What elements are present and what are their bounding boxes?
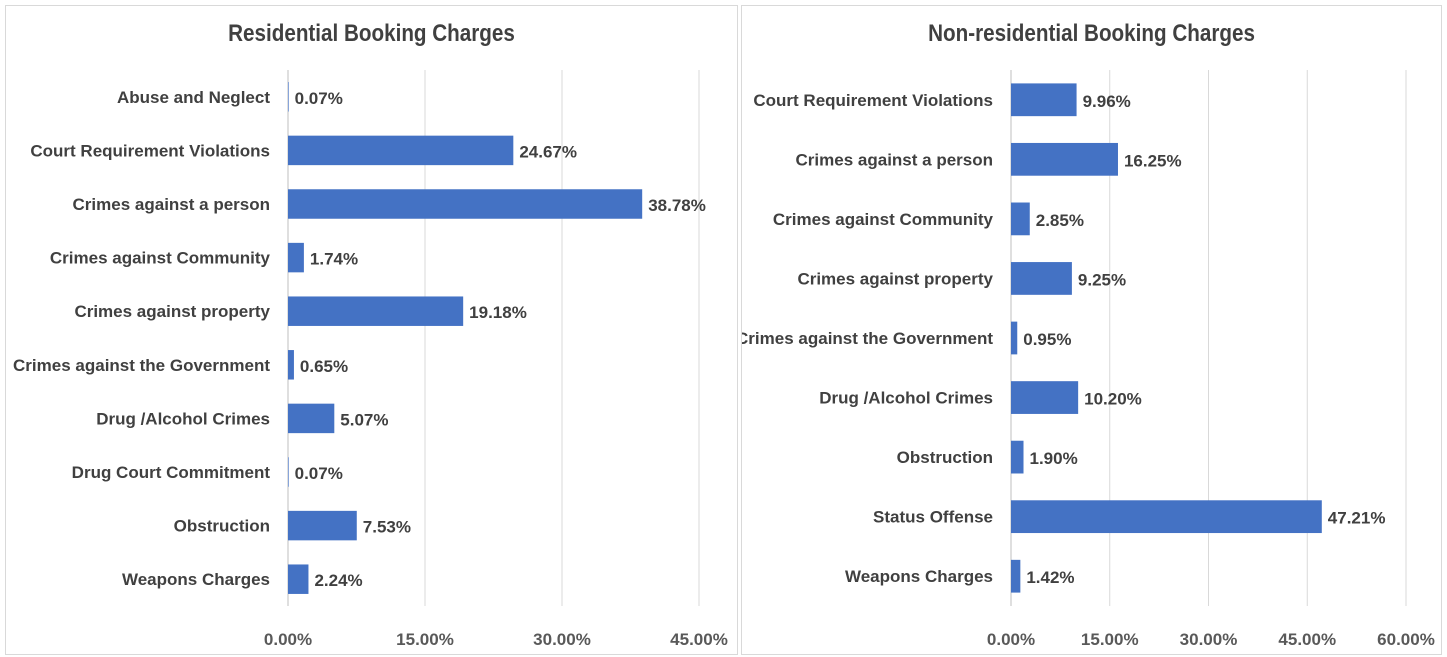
residential-bar-chart: 0.00% 15.00% 30.00% 45.00% Abuse and Neglect… (13, 70, 728, 649)
bar-abuse-and-neglect (288, 82, 289, 112)
bar-crimes-against-property (288, 296, 464, 326)
category-label-abuse-and-neglect: Abuse and Neglect (117, 88, 270, 107)
category-label-weapons-charges: Weapons Charges (122, 570, 270, 589)
bar-drug-alcohol-crimes (288, 403, 335, 434)
residential-chart-panel: Residential Booking Charges 0.00% 15.00% 3… (5, 5, 738, 655)
bar-crimes-against-a-person (1011, 142, 1118, 176)
data-label-drug-alcohol-crimes: 5.07% (340, 410, 388, 429)
category-label-crimes-against-the-government: Crimes against the Government (13, 356, 270, 375)
x-tick-label: 60.00% (1377, 630, 1435, 649)
bar-obstruction (288, 510, 357, 541)
bar-obstruction (1011, 440, 1024, 474)
data-label-crimes-against-the-government: 0.95% (1023, 330, 1071, 349)
category-label-crimes-against-a-person: Crimes against a person (796, 150, 993, 169)
data-label-crimes-against-the-government: 0.65% (300, 357, 348, 376)
x-tick-label: 0.00% (264, 630, 312, 649)
data-label-crimes-against-community: 2.85% (1036, 211, 1084, 230)
category-label-court-requirement-violations: Court Requirement Violations (30, 141, 270, 160)
category-label-obstruction: Obstruction (174, 517, 270, 536)
x-tick-label: 30.00% (533, 630, 591, 649)
category-label-crimes-against-the-government: Crimes against the Government (742, 329, 993, 348)
data-label-crimes-against-a-person: 16.25% (1124, 151, 1182, 170)
data-label-crimes-against-community: 1.74% (310, 250, 358, 269)
bar-status-offense (1011, 500, 1322, 534)
bar-court-requirement-violations (1011, 83, 1077, 117)
category-label-drug-alcohol-crimes: Drug /Alcohol Crimes (819, 389, 993, 408)
data-label-court-requirement-violations: 24.67% (519, 142, 577, 161)
bar-weapons-charges (1011, 559, 1021, 593)
data-label-crimes-against-property: 19.18% (469, 303, 527, 322)
bar-crimes-against-the-government (1011, 321, 1018, 355)
x-tick-label: 30.00% (1180, 630, 1238, 649)
data-label-status-offense: 47.21% (1328, 509, 1386, 528)
data-label-weapons-charges: 2.24% (314, 571, 362, 590)
data-label-obstruction: 1.90% (1030, 449, 1078, 468)
bar-crimes-against-property (1011, 262, 1072, 295)
category-label-status-offense: Status Offense (873, 508, 993, 527)
bar-crimes-against-the-government (288, 350, 294, 380)
bar-drug-court-commitment (288, 457, 289, 487)
non-residential-chart-panel: Non-residential Booking Charges 0.00% 15.… (741, 5, 1442, 655)
category-label-crimes-against-property: Crimes against property (797, 269, 993, 288)
category-label-obstruction: Obstruction (897, 448, 993, 467)
bar-crimes-against-community (1011, 202, 1030, 236)
residential-chart-title: Residential Booking Charges (228, 20, 515, 47)
category-label-crimes-against-community: Crimes against Community (50, 249, 271, 268)
bar-drug-alcohol-crimes (1011, 381, 1079, 414)
data-label-drug-alcohol-crimes: 10.20% (1084, 390, 1142, 409)
bar-crimes-against-community (288, 242, 304, 273)
data-label-obstruction: 7.53% (363, 518, 411, 537)
data-label-drug-court-commitment: 0.07% (295, 464, 343, 483)
x-tick-label: 15.00% (1081, 630, 1139, 649)
category-label-court-requirement-violations: Court Requirement Violations (753, 91, 993, 110)
category-label-drug-alcohol-crimes: Drug /Alcohol Crimes (96, 409, 270, 428)
category-label-weapons-charges: Weapons Charges (845, 567, 993, 586)
data-label-court-requirement-violations: 9.96% (1083, 92, 1131, 111)
data-label-weapons-charges: 1.42% (1026, 568, 1074, 587)
x-tick-label: 0.00% (987, 630, 1035, 649)
category-label-crimes-against-a-person: Crimes against a person (73, 195, 270, 214)
category-label-crimes-against-community: Crimes against Community (773, 210, 994, 229)
non-residential-chart-title: Non-residential Booking Charges (928, 20, 1255, 47)
category-label-drug-court-commitment: Drug Court Commitment (72, 463, 271, 482)
x-tick-label: 45.00% (670, 630, 728, 649)
bar-crimes-against-a-person (288, 189, 643, 219)
data-label-abuse-and-neglect: 0.07% (295, 89, 343, 108)
category-label-crimes-against-property: Crimes against property (74, 302, 270, 321)
bar-weapons-charges (288, 564, 309, 594)
bar-court-requirement-violations (288, 135, 514, 166)
data-label-crimes-against-a-person: 38.78% (648, 196, 706, 215)
x-tick-label: 45.00% (1278, 630, 1336, 649)
x-tick-label: 15.00% (396, 630, 454, 649)
non-residential-bar-chart: 0.00% 15.00% 30.00% 45.00% 60.00% Court Requi… (742, 70, 1435, 649)
data-label-crimes-against-property: 9.25% (1078, 270, 1126, 289)
